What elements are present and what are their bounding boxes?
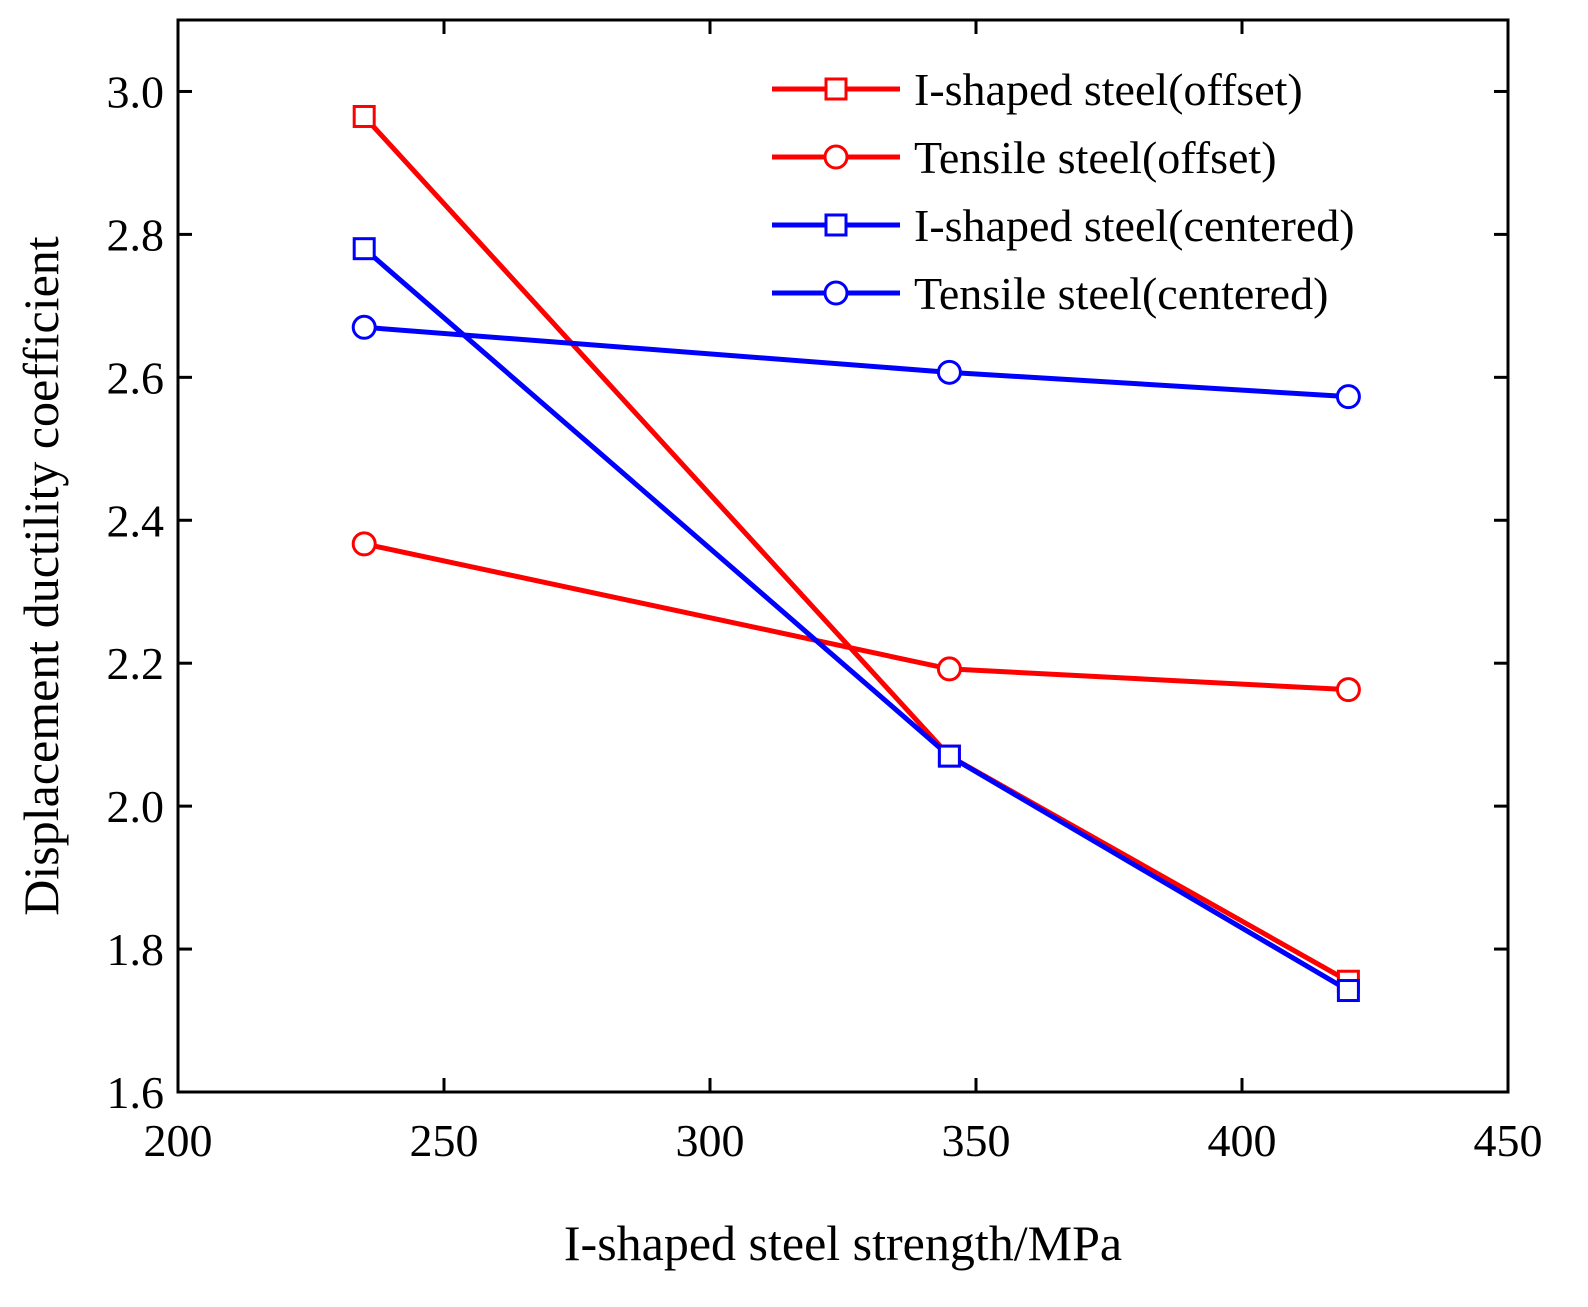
plot-area-frame (176, 18, 1510, 1094)
data-point-i-shaped-steel-offset-235 (352, 104, 376, 128)
legend-marker-tensile-steel-offset (823, 144, 849, 170)
y-tick-label-2: 2.0 (107, 781, 165, 832)
data-point-i-shaped-steel-centered-420 (1336, 979, 1360, 1003)
legend-label-tensile-steel-centered: Tensile steel(centered) (914, 268, 1328, 319)
data-point-tensile-steel-offset-420 (1335, 677, 1361, 703)
x-tick-label-350: 350 (942, 1115, 1011, 1166)
y-tick-label-1_8: 1.8 (107, 924, 165, 975)
series-layer (351, 104, 1361, 1003)
legend-marker-tensile-steel-centered (823, 280, 849, 306)
x-tick-label-200: 200 (144, 1115, 213, 1166)
y-tick-label-2_4: 2.4 (107, 495, 165, 546)
data-point-i-shaped-steel-centered-235 (352, 237, 376, 261)
series-line-i-shaped-steel-centered (362, 246, 1350, 993)
x-tick-label-250: 250 (410, 1115, 479, 1166)
legend-item-i-shaped-steel-offset: I-shaped steel(offset) (772, 64, 1303, 115)
data-point-tensile-steel-offset-235 (351, 531, 377, 557)
series-i-shaped-steel-centered (352, 237, 1360, 1003)
legend-marker-i-shaped-steel-offset (824, 77, 848, 101)
x-tick-label-300: 300 (676, 1115, 745, 1166)
legend-label-i-shaped-steel-centered: I-shaped steel(centered) (914, 200, 1355, 251)
legend: I-shaped steel(offset) Tensile steel(offs… (772, 64, 1355, 319)
legend-label-tensile-steel-offset: Tensile steel(offset) (914, 132, 1277, 183)
data-point-tensile-steel-offset-345 (936, 656, 962, 682)
legend-marker-i-shaped-steel-centered (824, 213, 848, 237)
legend-item-i-shaped-steel-centered: I-shaped steel(centered) (772, 200, 1355, 251)
data-point-tensile-steel-centered-420 (1335, 384, 1361, 410)
ticks-layer: 200 250 300 350 400 450 1.6 1.8 2.0 2.2 2.4 2.6 2.8 3… (107, 20, 1543, 1166)
legend-label-i-shaped-steel-offset: I-shaped steel(offset) (914, 64, 1303, 115)
y-tick-label-3: 3.0 (107, 66, 165, 117)
x-axis-title: I-shaped steel strength/MPa (564, 1215, 1122, 1271)
data-point-tensile-steel-centered-235 (351, 314, 377, 340)
series-line-tensile-steel-offset (363, 541, 1349, 693)
series-tensile-steel-centered (351, 314, 1361, 410)
x-tick-label-400: 400 (1208, 1115, 1277, 1166)
y-axis-title: Displacement ductility coefficient (13, 236, 69, 916)
y-tick-label-2_8: 2.8 (107, 209, 165, 260)
series-line-tensile-steel-centered (364, 324, 1349, 400)
x-tick-label-450: 450 (1474, 1115, 1543, 1166)
data-point-tensile-steel-centered-345 (936, 359, 962, 385)
y-tick-label-2_2: 2.2 (107, 638, 165, 689)
legend-item-tensile-steel-offset: Tensile steel(offset) (772, 132, 1277, 183)
legend-item-tensile-steel-centered: Tensile steel(centered) (772, 268, 1328, 319)
data-point-i-shaped-steel-centered-345 (937, 744, 961, 768)
y-tick-label-2_6: 2.6 (107, 352, 165, 403)
series-tensile-steel-offset (351, 531, 1361, 703)
y-tick-label-1_6: 1.6 (107, 1067, 165, 1118)
